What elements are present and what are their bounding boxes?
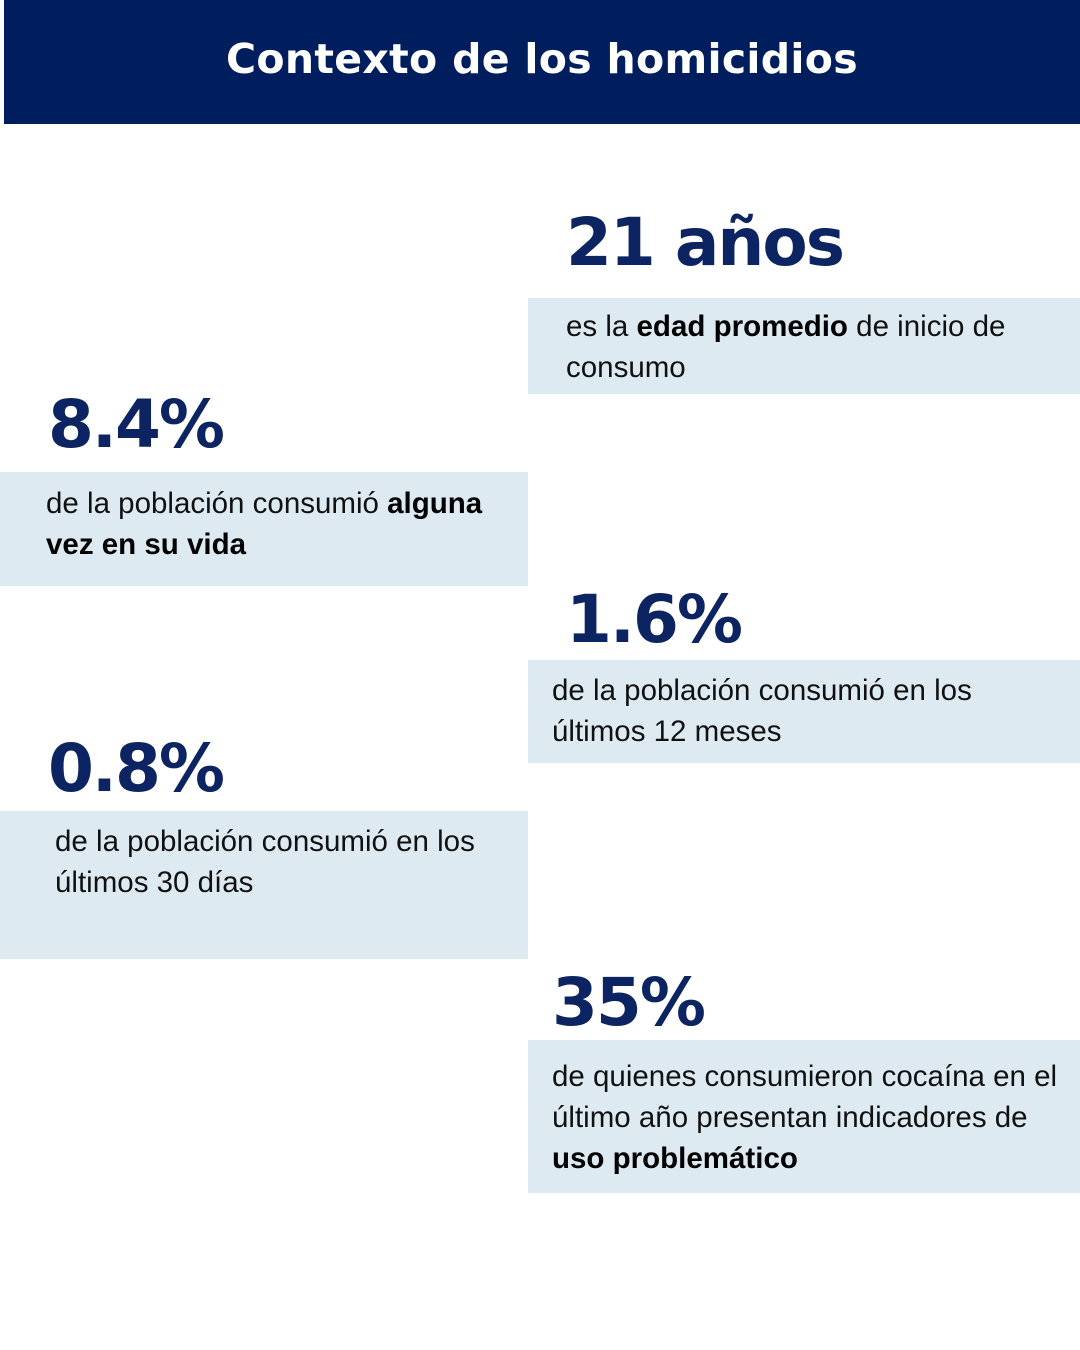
stat-value-30-days: 0.8%: [48, 730, 225, 807]
stat-box-age: es la edad promedio de inicio de consumo: [528, 298, 1080, 394]
stat-box-12-months: de la población consumió en los últimos …: [528, 660, 1080, 763]
stat-text-12-months: de la población consumió en los últimos …: [552, 674, 972, 748]
stat-box-lifetime: de la población consumió alguna vez en s…: [0, 472, 528, 586]
page-title: Contexto de los homicidios: [226, 35, 858, 83]
stat-value-age: 21 años: [566, 204, 845, 281]
stat-value-lifetime: 8.4%: [48, 386, 225, 463]
stat-value-12-months: 1.6%: [566, 581, 743, 658]
stat-box-30-days: de la población consumió en los últimos …: [0, 811, 528, 959]
stat-text-lifetime: de la población consumió alguna vez en s…: [46, 487, 483, 561]
stat-text-30-days: de la población consumió en los últimos …: [55, 825, 475, 899]
stat-text-problematic-use: de quienes consumieron cocaína en el últ…: [552, 1060, 1058, 1175]
stat-text-age: es la edad promedio de inicio de consumo: [566, 310, 1006, 384]
stat-box-problematic-use: de quienes consumieron cocaína en el últ…: [528, 1040, 1080, 1193]
stat-value-problematic-use: 35%: [552, 964, 706, 1041]
header-banner: Contexto de los homicidios: [4, 0, 1080, 124]
